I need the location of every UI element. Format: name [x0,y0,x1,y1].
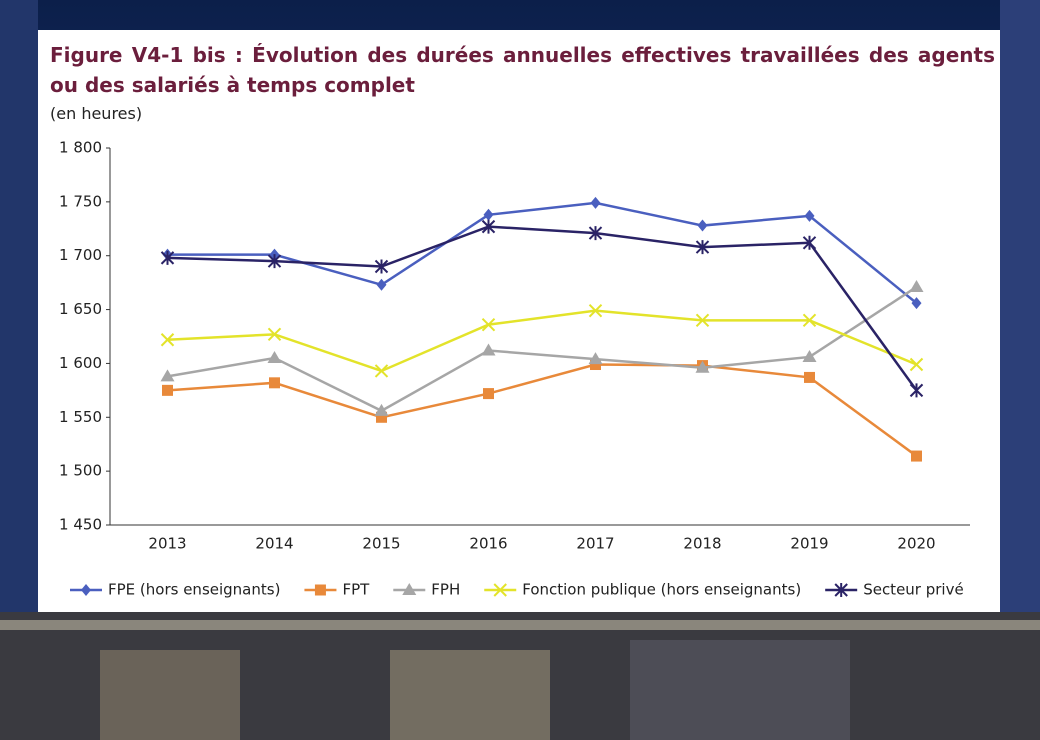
marker [267,327,282,342]
x-tick-label: 2020 [897,535,935,553]
y-tick-label: 1 600 [59,354,102,372]
marker [267,351,282,364]
series-line [167,285,918,413]
marker [909,357,924,372]
marker [588,303,603,318]
marker [695,240,710,255]
legend-item: Secteur privé [825,581,964,599]
y-tick-label: 1 650 [59,300,102,318]
marker [909,279,924,292]
marker [160,250,175,265]
chart-subtitle: (en heures) [50,104,143,123]
legend-marker [81,584,91,596]
x-tick-label: 2016 [469,535,507,553]
series-line [167,225,918,392]
marker [481,317,496,332]
legend-item: FPH [393,581,460,599]
marker [483,208,494,221]
y-tick-label: 1 500 [59,462,102,480]
y-tick-label: 1 800 [59,139,102,157]
marker [267,254,282,269]
x-tick-label: 2013 [148,535,186,553]
marker [911,297,922,310]
legend-marker [493,583,507,597]
x-tick-label: 2019 [790,535,828,553]
legend-marker [314,584,326,596]
marker [802,349,817,362]
marker [911,450,922,462]
marker [804,209,815,222]
marker [695,313,710,328]
marker [590,359,601,371]
legend-marker [402,583,417,595]
legend-label: FPH [431,581,460,599]
marker [481,219,496,234]
y-tick-label: 1 550 [59,408,102,426]
marker [376,278,387,291]
legend-item: FPE (hors enseignants) [70,581,280,599]
marker [909,383,924,398]
legend-item: Fonction publique (hors enseignants) [484,581,801,599]
series-line [167,309,917,373]
x-tick-label: 2014 [255,535,293,553]
marker [269,377,280,389]
marker [802,313,817,328]
series-line [167,201,918,305]
x-tick-label: 2017 [576,535,614,553]
y-tick-label: 1 750 [59,192,102,210]
y-tick-label: 1 700 [59,246,102,264]
legend-label: FPT [342,581,370,599]
marker [162,384,173,396]
marker [376,411,387,423]
chart-title: Figure V4-1 bis : Évolution des durées a… [50,43,995,97]
x-tick-label: 2018 [683,535,721,553]
marker [590,196,601,209]
marker [160,333,175,347]
marker [695,360,710,373]
marker [160,369,175,382]
legend-item: FPT [304,581,370,599]
legend-label: FPE (hors enseignants) [108,581,280,599]
marker [588,226,603,241]
x-tick-label: 2015 [362,535,400,553]
marker [374,364,389,378]
series-line [167,363,918,458]
marker [374,403,389,416]
y-tick-label: 1 450 [59,516,102,534]
marker [374,259,389,274]
marker [481,343,496,356]
legend-marker [834,583,848,597]
legend-label: Secteur privé [863,581,964,599]
marker [802,235,817,250]
marker [697,219,708,232]
marker [588,352,603,365]
marker [483,388,494,400]
legend-label: Fonction publique (hors enseignants) [522,581,801,599]
marker [804,371,815,383]
